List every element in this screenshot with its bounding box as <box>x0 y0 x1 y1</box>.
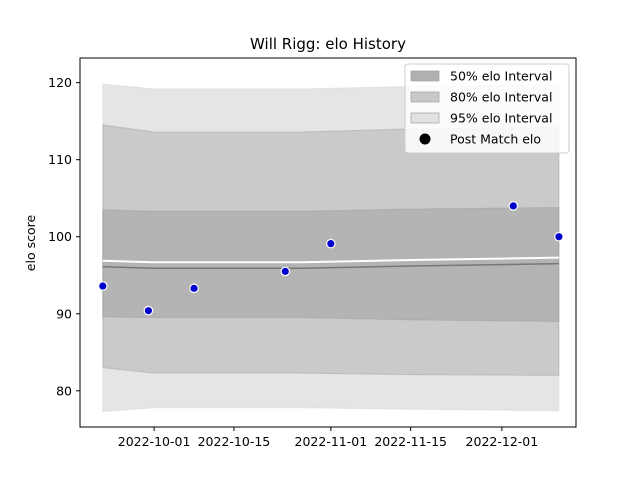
data-point <box>143 305 154 316</box>
legend: 50% elo Interval 80% elo Interval 95% elo … <box>404 63 570 154</box>
legend-swatch <box>410 112 440 124</box>
legend-label: 80% elo Interval <box>450 90 552 105</box>
x-tick-label: 2022-10-15 <box>198 434 271 449</box>
y-tick-label: 80 <box>56 383 72 398</box>
interval-band-2 <box>102 206 560 322</box>
data-point <box>189 283 199 294</box>
plot-area <box>98 83 564 413</box>
mean-line-highlight <box>102 256 559 264</box>
legend-label: 50% elo Interval <box>450 69 552 84</box>
data-point <box>98 281 108 291</box>
y-axis-label: elo score <box>23 215 38 272</box>
x-tick-label: 2022-11-15 <box>374 434 447 449</box>
data-point <box>326 238 336 249</box>
legend-swatch <box>410 91 440 103</box>
legend-label: 95% elo Interval <box>450 111 552 126</box>
data-point <box>280 266 291 277</box>
x-tick-label: 2022-10-01 <box>118 434 191 449</box>
data-point <box>554 231 564 242</box>
mean-line <box>102 262 559 270</box>
y-tick-label: 90 <box>56 306 72 321</box>
legend-swatch <box>410 70 440 82</box>
legend-marker <box>419 133 431 145</box>
axes: 80 90 100 110 120 2022-10-01 2022-10-15 2022-11… <box>48 75 538 449</box>
legend-box <box>404 63 570 154</box>
interval-band-1 <box>102 124 560 376</box>
x-tick-label: 2022-11-01 <box>295 434 368 449</box>
y-tick-label: 120 <box>48 75 72 90</box>
x-tick-label: 2022-12-01 <box>466 434 539 449</box>
data-point <box>508 201 519 211</box>
legend-label: Post Match elo <box>450 132 541 147</box>
chart-title: Will Rigg: elo History <box>250 35 406 53</box>
y-tick-label: 100 <box>48 229 72 244</box>
y-tick-label: 110 <box>48 152 72 167</box>
plot-frame <box>79 57 577 428</box>
